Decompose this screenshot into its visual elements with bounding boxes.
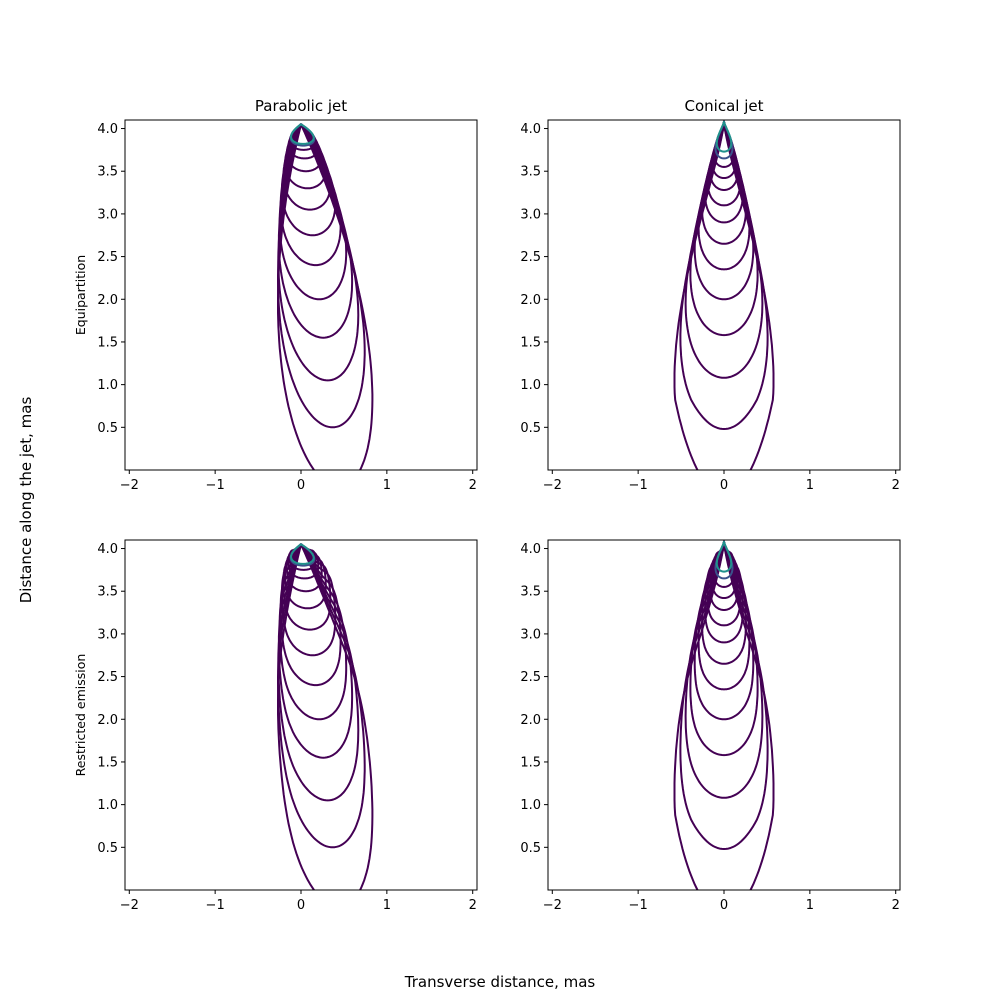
y-tick-label: 1.0 xyxy=(520,378,541,393)
contour-level-14 xyxy=(715,120,733,153)
y-tick-label: 3.5 xyxy=(520,165,541,180)
x-tick-label: 1 xyxy=(383,478,391,493)
contour-group xyxy=(277,123,374,470)
axes-frame xyxy=(124,539,478,891)
y-tick-label: 1.0 xyxy=(97,378,118,393)
x-tick-label: 0 xyxy=(720,478,728,493)
y-tick-label: 2.5 xyxy=(520,670,541,685)
x-tick-label: −1 xyxy=(629,478,648,493)
y-tick-label: 3.0 xyxy=(520,207,541,222)
y-tick-label: 4.0 xyxy=(97,542,118,557)
y-tick-label: 1.5 xyxy=(97,335,118,350)
y-tick-label: 0.5 xyxy=(520,421,541,436)
panel-1: −2 −1 0 1 2 0.5 1.0 1.5 2.0 2.5 3.0 3.5 4.0 Parabolic… xyxy=(73,97,478,493)
x-tick-label: 2 xyxy=(469,898,477,913)
x-tick-label: −2 xyxy=(120,478,139,493)
contour-level-4 xyxy=(277,543,354,759)
panel-4: −2 −1 0 1 2 0.5 1.0 1.5 2.0 2.5 3.0 3.5 4.0 xyxy=(520,539,901,913)
x-tick-label: −1 xyxy=(206,478,225,493)
contour-group xyxy=(277,543,374,890)
y-tick-label: 3.0 xyxy=(520,627,541,642)
contour-group xyxy=(673,540,775,890)
contour-level-4 xyxy=(277,123,354,339)
y-tick-label: 3.0 xyxy=(97,207,118,222)
x-tick-label: 0 xyxy=(297,478,305,493)
contour-level-1 xyxy=(277,543,374,890)
y-tick-label: 2.5 xyxy=(97,250,118,265)
y-tick-label: 4.0 xyxy=(520,542,541,557)
x-tick-label: 1 xyxy=(383,898,391,913)
figure-xlabel: Transverse distance, mas xyxy=(404,973,596,991)
y-tick-label: 3.5 xyxy=(97,585,118,600)
x-tick-label: 0 xyxy=(720,898,728,913)
x-tick-label: −1 xyxy=(629,898,648,913)
x-tick-label: 1 xyxy=(806,478,814,493)
panel-title: Conical jet xyxy=(685,97,764,115)
y-tick-label: 2.0 xyxy=(520,293,541,308)
x-tick-label: 2 xyxy=(892,898,900,913)
x-tick-label: −1 xyxy=(206,898,225,913)
x-tick-label: −2 xyxy=(120,898,139,913)
contour-level-4 xyxy=(689,120,759,337)
y-tick-label: 0.5 xyxy=(97,841,118,856)
y-tick-label: 2.0 xyxy=(97,713,118,728)
y-tick-label: 2.5 xyxy=(97,670,118,685)
axes-frame xyxy=(547,119,901,471)
y-tick-label: 1.5 xyxy=(520,755,541,770)
x-tick-label: −2 xyxy=(543,478,562,493)
x-tick-label: −2 xyxy=(543,898,562,913)
x-tick-label: 2 xyxy=(892,478,900,493)
y-tick-label: 1.0 xyxy=(520,798,541,813)
x-tick-label: 0 xyxy=(297,898,305,913)
row-label: Equipartition xyxy=(73,255,88,335)
contour-level-14 xyxy=(290,123,315,145)
contour-level-14 xyxy=(290,543,315,565)
contour-level-3 xyxy=(684,120,764,379)
contour-level-3 xyxy=(684,540,764,799)
panels: −2 −1 0 1 2 0.5 1.0 1.5 2.0 2.5 3.0 3.5 4.0 Parabolic… xyxy=(73,97,901,913)
y-tick-label: 1.5 xyxy=(520,335,541,350)
contour-level-1 xyxy=(277,123,374,470)
y-tick-label: 3.5 xyxy=(97,165,118,180)
y-tick-label: 4.0 xyxy=(97,122,118,137)
contour-level-2 xyxy=(277,123,366,429)
contour-level-4 xyxy=(689,540,759,757)
contour-level-8 xyxy=(282,123,332,211)
y-tick-label: 4.0 xyxy=(520,122,541,137)
y-tick-label: 3.0 xyxy=(97,627,118,642)
contour-level-5 xyxy=(693,540,755,721)
y-tick-label: 3.5 xyxy=(520,585,541,600)
axes-frame xyxy=(124,119,478,471)
panel-3: −2 −1 0 1 2 0.5 1.0 1.5 2.0 2.5 3.0 3.5 4.0 Restricte… xyxy=(73,539,478,913)
y-tick-label: 2.0 xyxy=(97,293,118,308)
contour-group xyxy=(673,120,775,470)
contour-level-7 xyxy=(281,123,337,237)
row-label: Restricted emission xyxy=(73,654,88,777)
y-tick-label: 2.5 xyxy=(520,250,541,265)
y-tick-label: 0.5 xyxy=(97,421,118,436)
y-tick-label: 2.0 xyxy=(520,713,541,728)
contour-level-14 xyxy=(715,540,733,573)
x-tick-label: 2 xyxy=(469,478,477,493)
y-tick-label: 1.5 xyxy=(97,755,118,770)
x-tick-label: 1 xyxy=(806,898,814,913)
y-tick-label: 1.0 xyxy=(97,798,118,813)
axes-frame xyxy=(547,539,901,891)
panel-title: Parabolic jet xyxy=(255,97,347,115)
y-tick-label: 0.5 xyxy=(520,841,541,856)
figure-ylabel: Distance along the jet, mas xyxy=(17,397,35,604)
panel-2: −2 −1 0 1 2 0.5 1.0 1.5 2.0 2.5 3.0 3.5 4.0 Conical j… xyxy=(520,97,901,493)
contour-level-2 xyxy=(277,543,366,849)
